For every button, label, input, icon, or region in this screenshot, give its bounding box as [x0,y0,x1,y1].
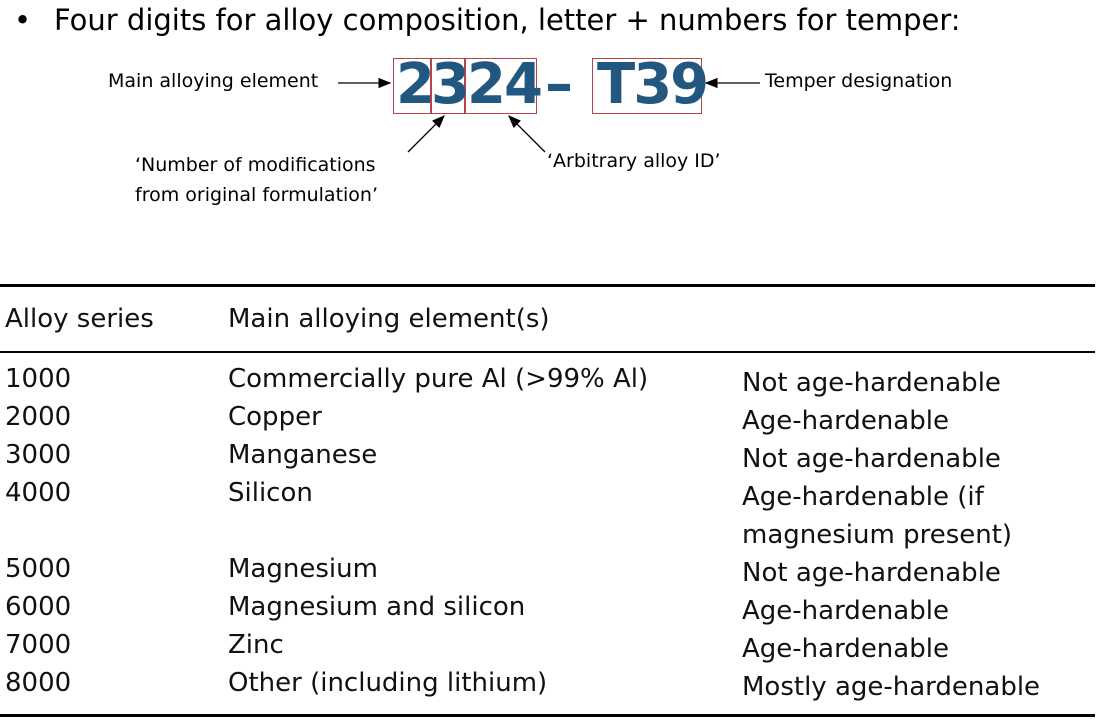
cell-hardenability-line: Age-hardenable (if [742,482,984,512]
cell-hardenability: Mostly age-hardenable [742,668,1040,706]
box-modification-digit [431,58,465,114]
label-modifications-line2: from original formulation’ [135,184,379,206]
table-top-rule [0,284,1095,287]
label-temper: Temper designation [765,70,953,92]
label-modifications-line1: ‘Number of modifications [135,154,376,176]
cell-hardenability: Not age-hardenable [742,364,1001,402]
cell-element: Magnesium [228,554,378,584]
cell-series: 5000 [5,554,72,584]
cell-hardenability: Age-hardenable (if magnesium present) [742,478,1012,554]
cell-hardenability: Not age-hardenable [742,554,1001,592]
diagram-arrows [338,77,760,153]
code-modification-digit: 3 [431,52,470,117]
header-main-element: Main alloying element(s) [228,304,550,334]
table-bottom-rule [0,714,1095,717]
cell-series: 3000 [5,440,72,470]
code-temper: T39 [597,52,709,117]
code-dash: – [545,52,573,117]
cell-series: 4000 [5,478,72,508]
bullet-text: Four digits for alloy composition, lette… [54,3,961,37]
cell-element: Manganese [228,440,378,470]
cell-element: Zinc [228,630,284,660]
table-header-rule [0,351,1095,353]
cell-element: Other (including lithium) [228,668,548,698]
cell-element: Silicon [228,478,313,508]
box-alloy-id [465,58,537,114]
cell-hardenability-line: Not age-hardenable [742,444,1001,474]
code-main-digit: 2 [396,52,435,117]
cell-hardenability-line: Age-hardenable [742,596,949,626]
cell-series: 2000 [5,402,72,432]
box-main-digit [393,58,431,114]
header-alloy-series: Alloy series [5,304,154,334]
designation-diagram: Main alloying element Temper designation… [0,0,1100,230]
arrow-modifications [407,115,445,153]
cell-element: Copper [228,402,322,432]
cell-element: Magnesium and silicon [228,592,526,622]
cell-hardenability: Age-hardenable [742,592,949,630]
cell-hardenability-line: Age-hardenable [742,406,949,436]
cell-hardenability-line: Mostly age-hardenable [742,672,1041,702]
box-temper [592,58,702,114]
cell-hardenability-line: magnesium present) [742,520,1013,550]
cell-hardenability: Not age-hardenable [742,440,1001,478]
code-alloy-id: 24 [467,52,543,117]
cell-element: Commercially pure Al (>99% Al) [228,364,649,394]
cell-series: 6000 [5,592,72,622]
cell-series: 1000 [5,364,72,394]
cell-hardenability-line: Age-hardenable [742,634,949,664]
label-main-element: Main alloying element [108,70,319,92]
cell-series: 7000 [5,630,72,660]
cell-hardenability: Age-hardenable [742,630,949,668]
bullet-icon: • [14,3,32,37]
cell-hardenability-line: Not age-hardenable [742,558,1001,588]
cell-hardenability-line: Not age-hardenable [742,368,1001,398]
arrow-arbitrary [508,115,546,153]
label-arbitrary: ‘Arbitrary alloy ID’ [547,150,721,172]
cell-series: 8000 [5,668,72,698]
cell-hardenability: Age-hardenable [742,402,949,440]
bullet-heading: • Four digits for alloy composition, lett… [14,0,961,40]
